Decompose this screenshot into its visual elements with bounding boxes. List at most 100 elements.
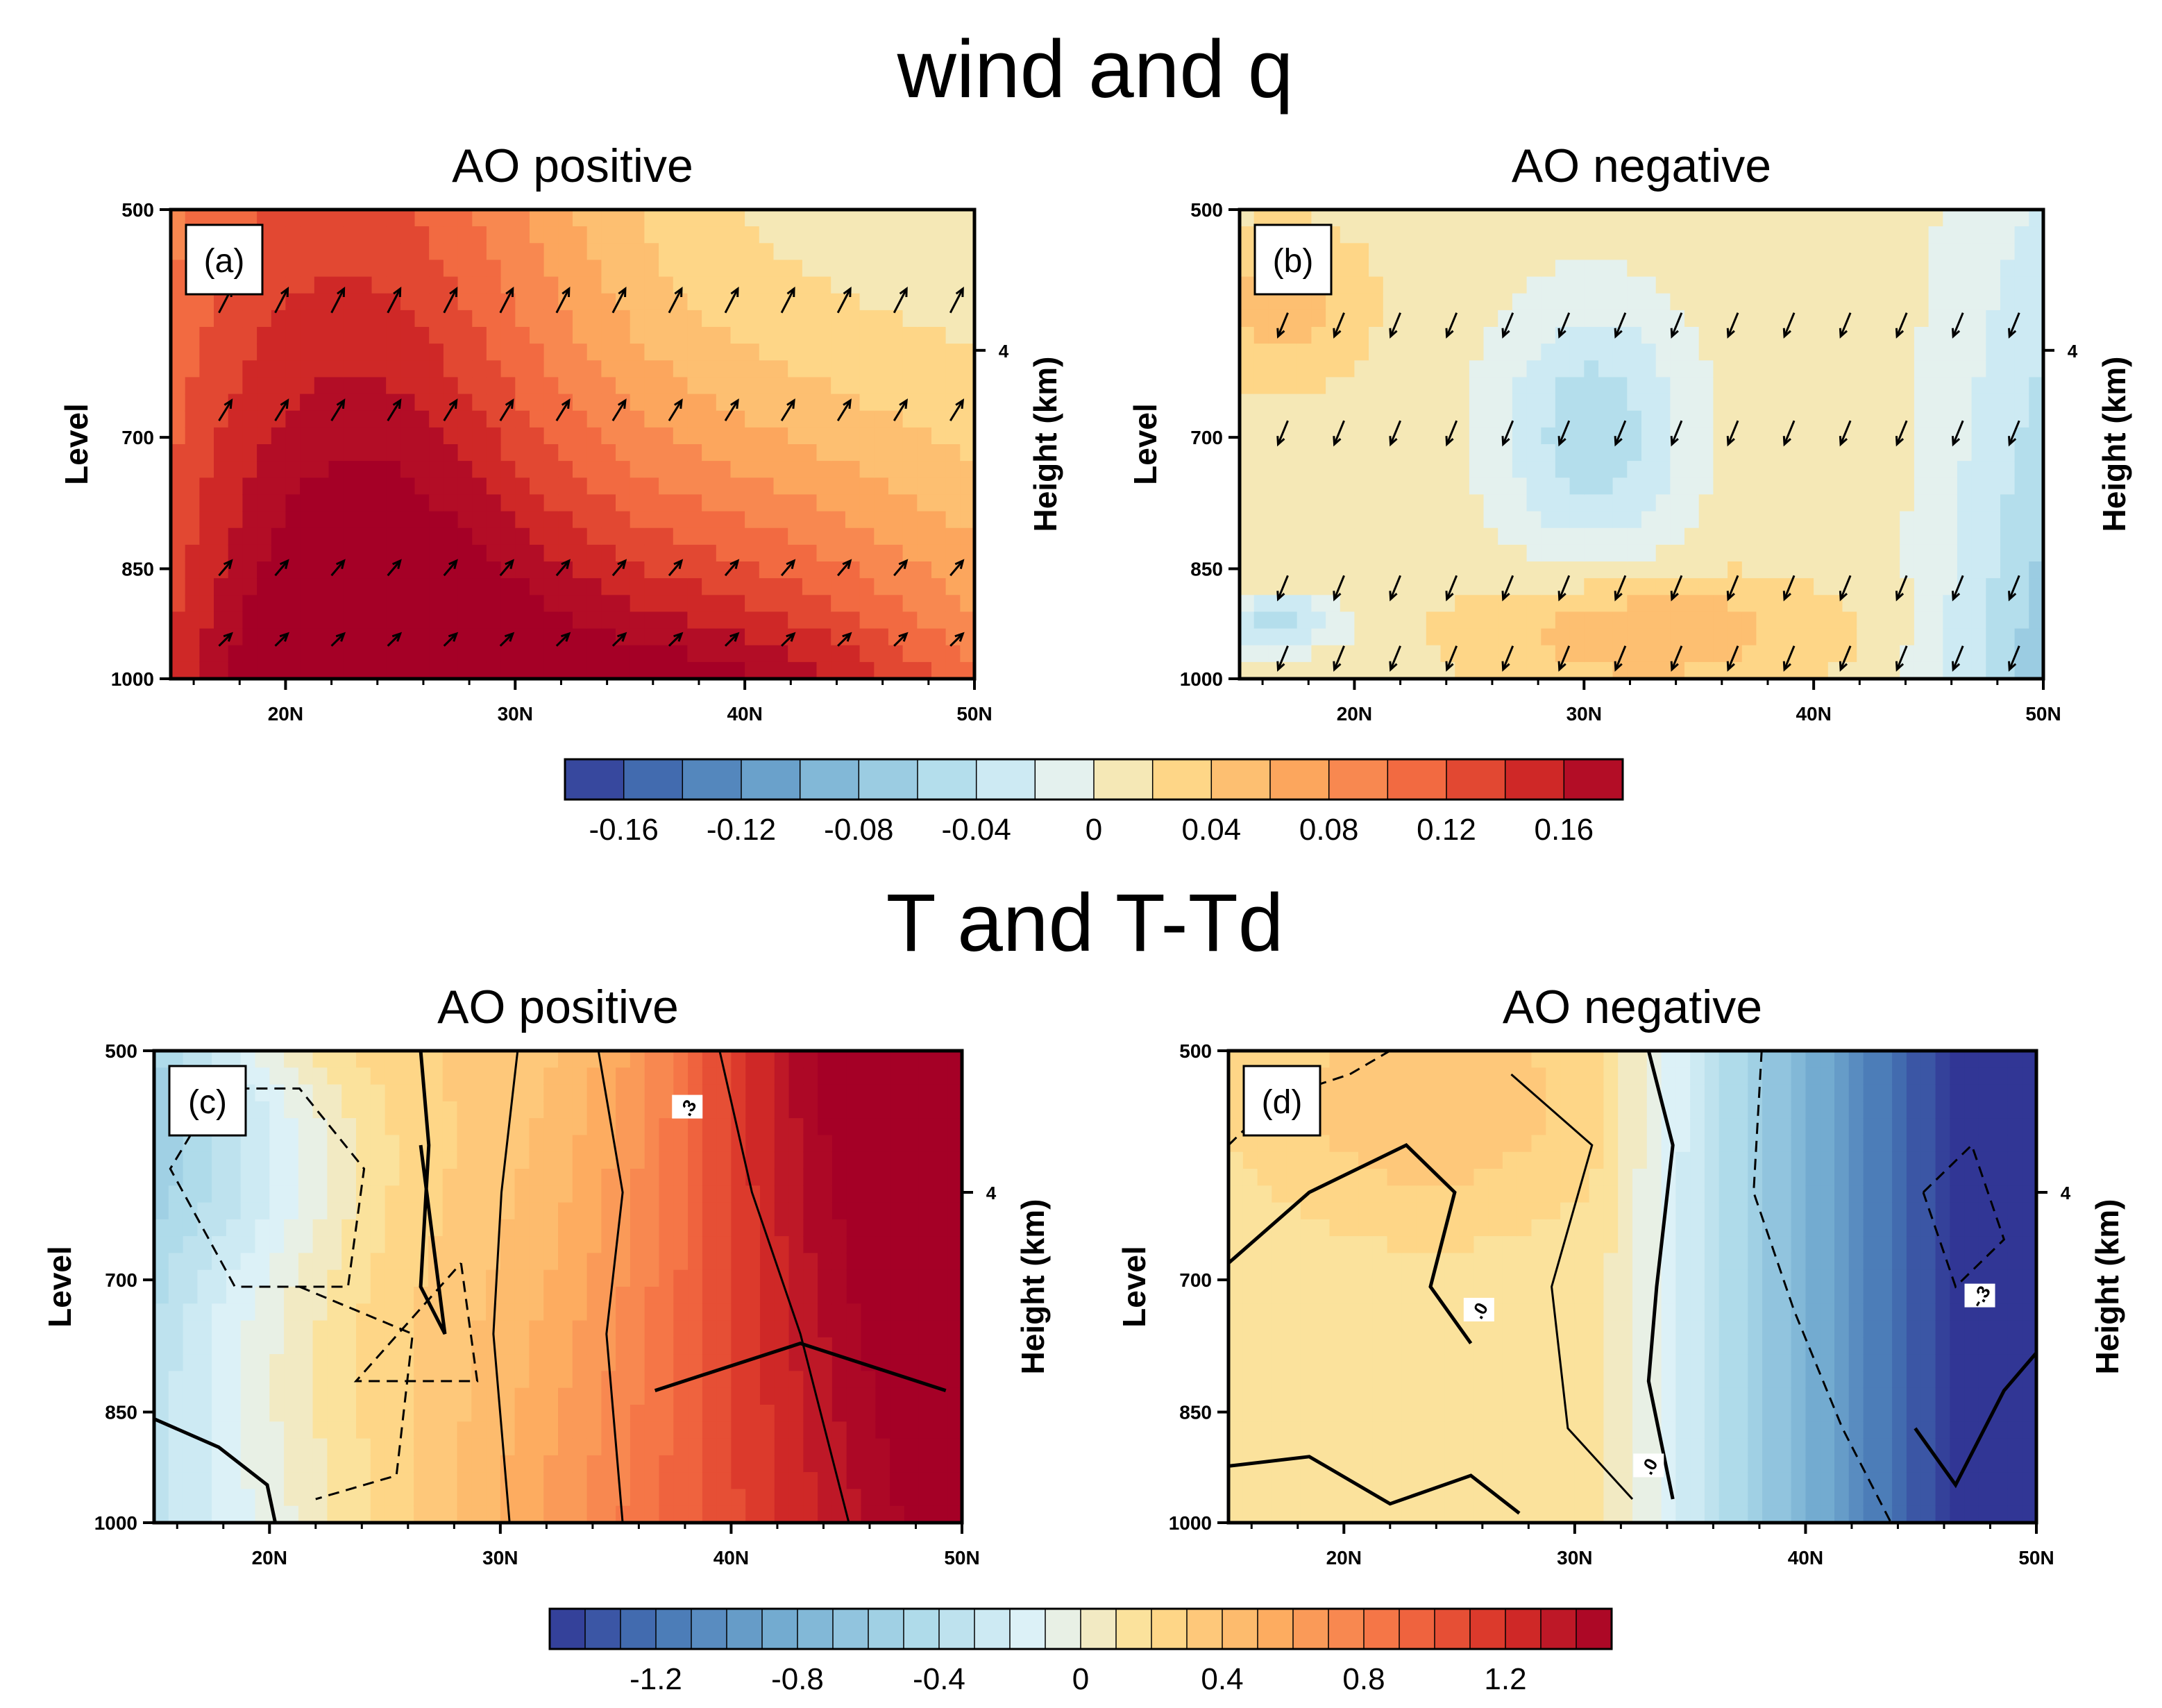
field-cell — [500, 1405, 516, 1423]
field-cell — [601, 1337, 616, 1355]
field-cell — [1928, 444, 1944, 462]
field-cell — [443, 427, 459, 445]
field-cell — [457, 494, 473, 512]
field-cell — [1326, 444, 1341, 462]
field-cell — [414, 1135, 429, 1153]
field-cell — [1383, 344, 1399, 361]
field-cell — [226, 1202, 242, 1220]
field-cell — [400, 511, 416, 529]
field-cell — [285, 477, 301, 496]
field-cell — [1870, 661, 1886, 679]
field-cell — [228, 394, 244, 412]
field-cell — [385, 1253, 400, 1271]
field-cell — [185, 210, 201, 227]
field-cell — [1340, 293, 1356, 311]
field-cell — [716, 1438, 732, 1456]
field-cell — [659, 1320, 675, 1338]
field-cell — [759, 561, 775, 579]
field-cell — [859, 360, 875, 378]
field-cell — [1627, 260, 1642, 278]
field-cell — [1598, 210, 1614, 227]
field-cell — [904, 1236, 920, 1254]
field-cell — [1340, 578, 1356, 595]
field-cell — [471, 1202, 487, 1220]
field-cell — [486, 1269, 501, 1287]
field-cell — [472, 260, 487, 278]
field-cell — [1240, 578, 1255, 595]
field-cell — [861, 1489, 877, 1507]
field-cell — [1670, 544, 1685, 562]
field-cell — [874, 276, 889, 294]
field-cell — [644, 1253, 660, 1271]
field-cell — [298, 1472, 314, 1490]
field-cell — [1455, 360, 1470, 378]
field-cell — [154, 1101, 169, 1119]
field-cell — [370, 1472, 386, 1490]
field-cell — [1512, 394, 1528, 412]
field-cell — [1383, 645, 1399, 663]
field-cell — [630, 561, 645, 579]
field-cell — [1297, 377, 1312, 395]
field-cell — [1426, 628, 1442, 646]
field-cell — [515, 344, 530, 361]
field-cell — [616, 1371, 631, 1389]
field-cell — [457, 595, 473, 613]
field-cell — [1326, 293, 1341, 311]
field-cell — [1728, 377, 1743, 395]
field-cell — [630, 1472, 645, 1490]
field-cell — [1426, 360, 1442, 378]
field-cell — [370, 1051, 386, 1069]
field-cell — [644, 1118, 660, 1136]
field-cell — [1870, 477, 1886, 496]
wind-vector-head — [448, 559, 458, 569]
field-cell — [558, 1151, 573, 1169]
field-cell — [1283, 628, 1298, 646]
field-cell — [356, 1253, 371, 1271]
field-cell — [228, 544, 244, 562]
wind-vector-head — [1839, 328, 1848, 339]
field-cell — [630, 461, 645, 478]
field-cell — [1713, 595, 1728, 613]
field-cell — [875, 1135, 890, 1153]
field-cell — [716, 1472, 732, 1490]
field-cell — [586, 1067, 602, 1085]
field-cell — [328, 578, 344, 595]
field-cell — [327, 1438, 342, 1456]
field-cell — [1713, 611, 1728, 629]
field-cell — [486, 427, 502, 445]
field-cell — [960, 377, 975, 395]
field-cell — [385, 1219, 400, 1237]
field-cell — [1627, 645, 1642, 663]
field-cell — [831, 1405, 847, 1423]
field-cell — [759, 645, 775, 663]
field-cell — [1598, 276, 1614, 294]
field-cell — [1900, 444, 1915, 462]
field-cell — [845, 494, 861, 512]
field-cell — [659, 1084, 675, 1102]
wind-vector-head — [1839, 591, 1848, 602]
field-cell — [486, 1421, 501, 1439]
field-cell — [1986, 394, 2001, 412]
field-cell — [945, 344, 961, 361]
field-cell — [327, 1253, 342, 1271]
field-cell — [933, 1135, 948, 1153]
field-cell — [199, 544, 214, 562]
field-cell — [1684, 595, 1700, 613]
field-cell — [371, 394, 387, 412]
wind-vector-head — [2008, 436, 2017, 447]
field-cell — [573, 595, 588, 613]
field-cell — [760, 1320, 775, 1338]
field-cell — [1469, 511, 1485, 529]
field-cell — [457, 1219, 473, 1237]
wind-vector-head — [1501, 328, 1510, 339]
field-cell — [284, 1387, 299, 1405]
field-cell — [514, 1287, 530, 1305]
field-cell — [1383, 226, 1399, 244]
field-cell — [1784, 477, 1800, 496]
field-cell — [314, 645, 330, 663]
field-cell — [616, 377, 631, 395]
field-cell — [1684, 661, 1700, 679]
field-cell — [443, 360, 459, 378]
field-cell — [185, 394, 201, 412]
field-cell — [1311, 427, 1326, 445]
